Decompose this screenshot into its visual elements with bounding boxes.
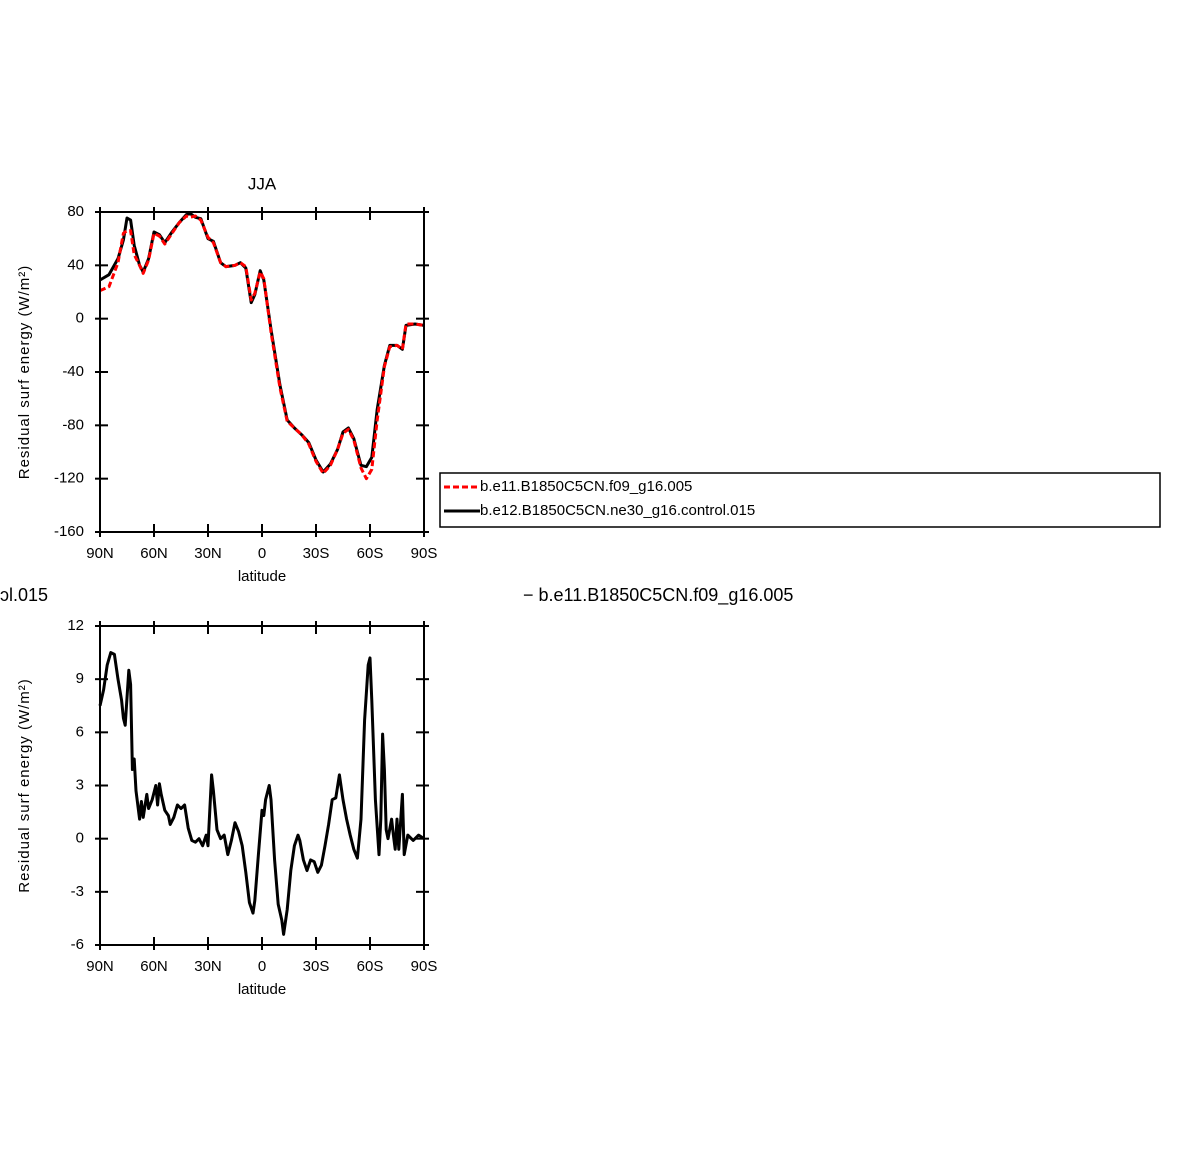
y-tick-label: 9	[76, 670, 84, 687]
y-tick-label: 0	[76, 830, 84, 847]
y-tick-label: 12	[67, 617, 84, 634]
y-axis-label: Residual surf energy (W/m²)	[16, 265, 33, 480]
x-tick-label: 30N	[194, 545, 222, 562]
x-tick-label: 60S	[357, 545, 384, 562]
y-tick-label: -80	[62, 416, 84, 433]
x-tick-label: 0	[258, 958, 266, 975]
legend-box	[439, 472, 1161, 528]
chart-title-fragment: − b.e11.B1850C5CN.f09_g16.005	[523, 585, 793, 606]
y-tick-label: 40	[67, 256, 84, 273]
data-line	[99, 211, 425, 474]
plot-frame	[99, 625, 425, 946]
y-tick-label: -160	[54, 523, 84, 540]
y-tick-label: 80	[67, 203, 84, 220]
y-tick-label: 6	[76, 723, 84, 740]
y-tick-label: 0	[76, 310, 84, 327]
data-line	[98, 651, 425, 936]
x-tick-label: 30N	[194, 958, 222, 975]
chart-title-fragment: ɔl.015	[0, 585, 48, 605]
x-axis-label: latitude	[238, 568, 286, 585]
data-line	[99, 214, 425, 481]
x-tick-label: 60N	[140, 958, 168, 975]
x-tick-label: 90S	[411, 545, 438, 562]
y-axis-label: Residual surf energy (W/m²)	[16, 678, 33, 893]
legend-label: b.e12.B1850C5CN.ne30_g16.control.015	[480, 502, 755, 519]
x-tick-label: 30S	[303, 545, 330, 562]
x-tick-label: 90S	[411, 958, 438, 975]
y-tick-label: -6	[71, 936, 84, 953]
y-tick-label: -120	[54, 470, 84, 487]
plot-frame	[99, 211, 425, 533]
plot: ɔl.015 − b.e11.B1850C5CN.f09_g16.005 12 9 6 3…	[0, 585, 793, 998]
x-tick-label: 90N	[86, 545, 114, 562]
y-tick-label: -40	[62, 363, 84, 380]
x-tick-label: 0	[258, 545, 266, 562]
x-tick-label: 30S	[303, 958, 330, 975]
x-tick-label: 90N	[86, 958, 114, 975]
y-tick-label: 3	[76, 776, 84, 793]
chart-title: JJA	[248, 174, 277, 193]
legend: b.e11.B1850C5CN.f09_g16.005 b.e12.B1850C5…	[439, 472, 1161, 528]
x-axis-label: latitude	[238, 981, 286, 998]
y-tick-label: -3	[71, 883, 84, 900]
x-tick-label: 60S	[357, 958, 384, 975]
x-tick-label: 60N	[140, 545, 168, 562]
legend-label: b.e11.B1850C5CN.f09_g16.005	[480, 478, 692, 495]
